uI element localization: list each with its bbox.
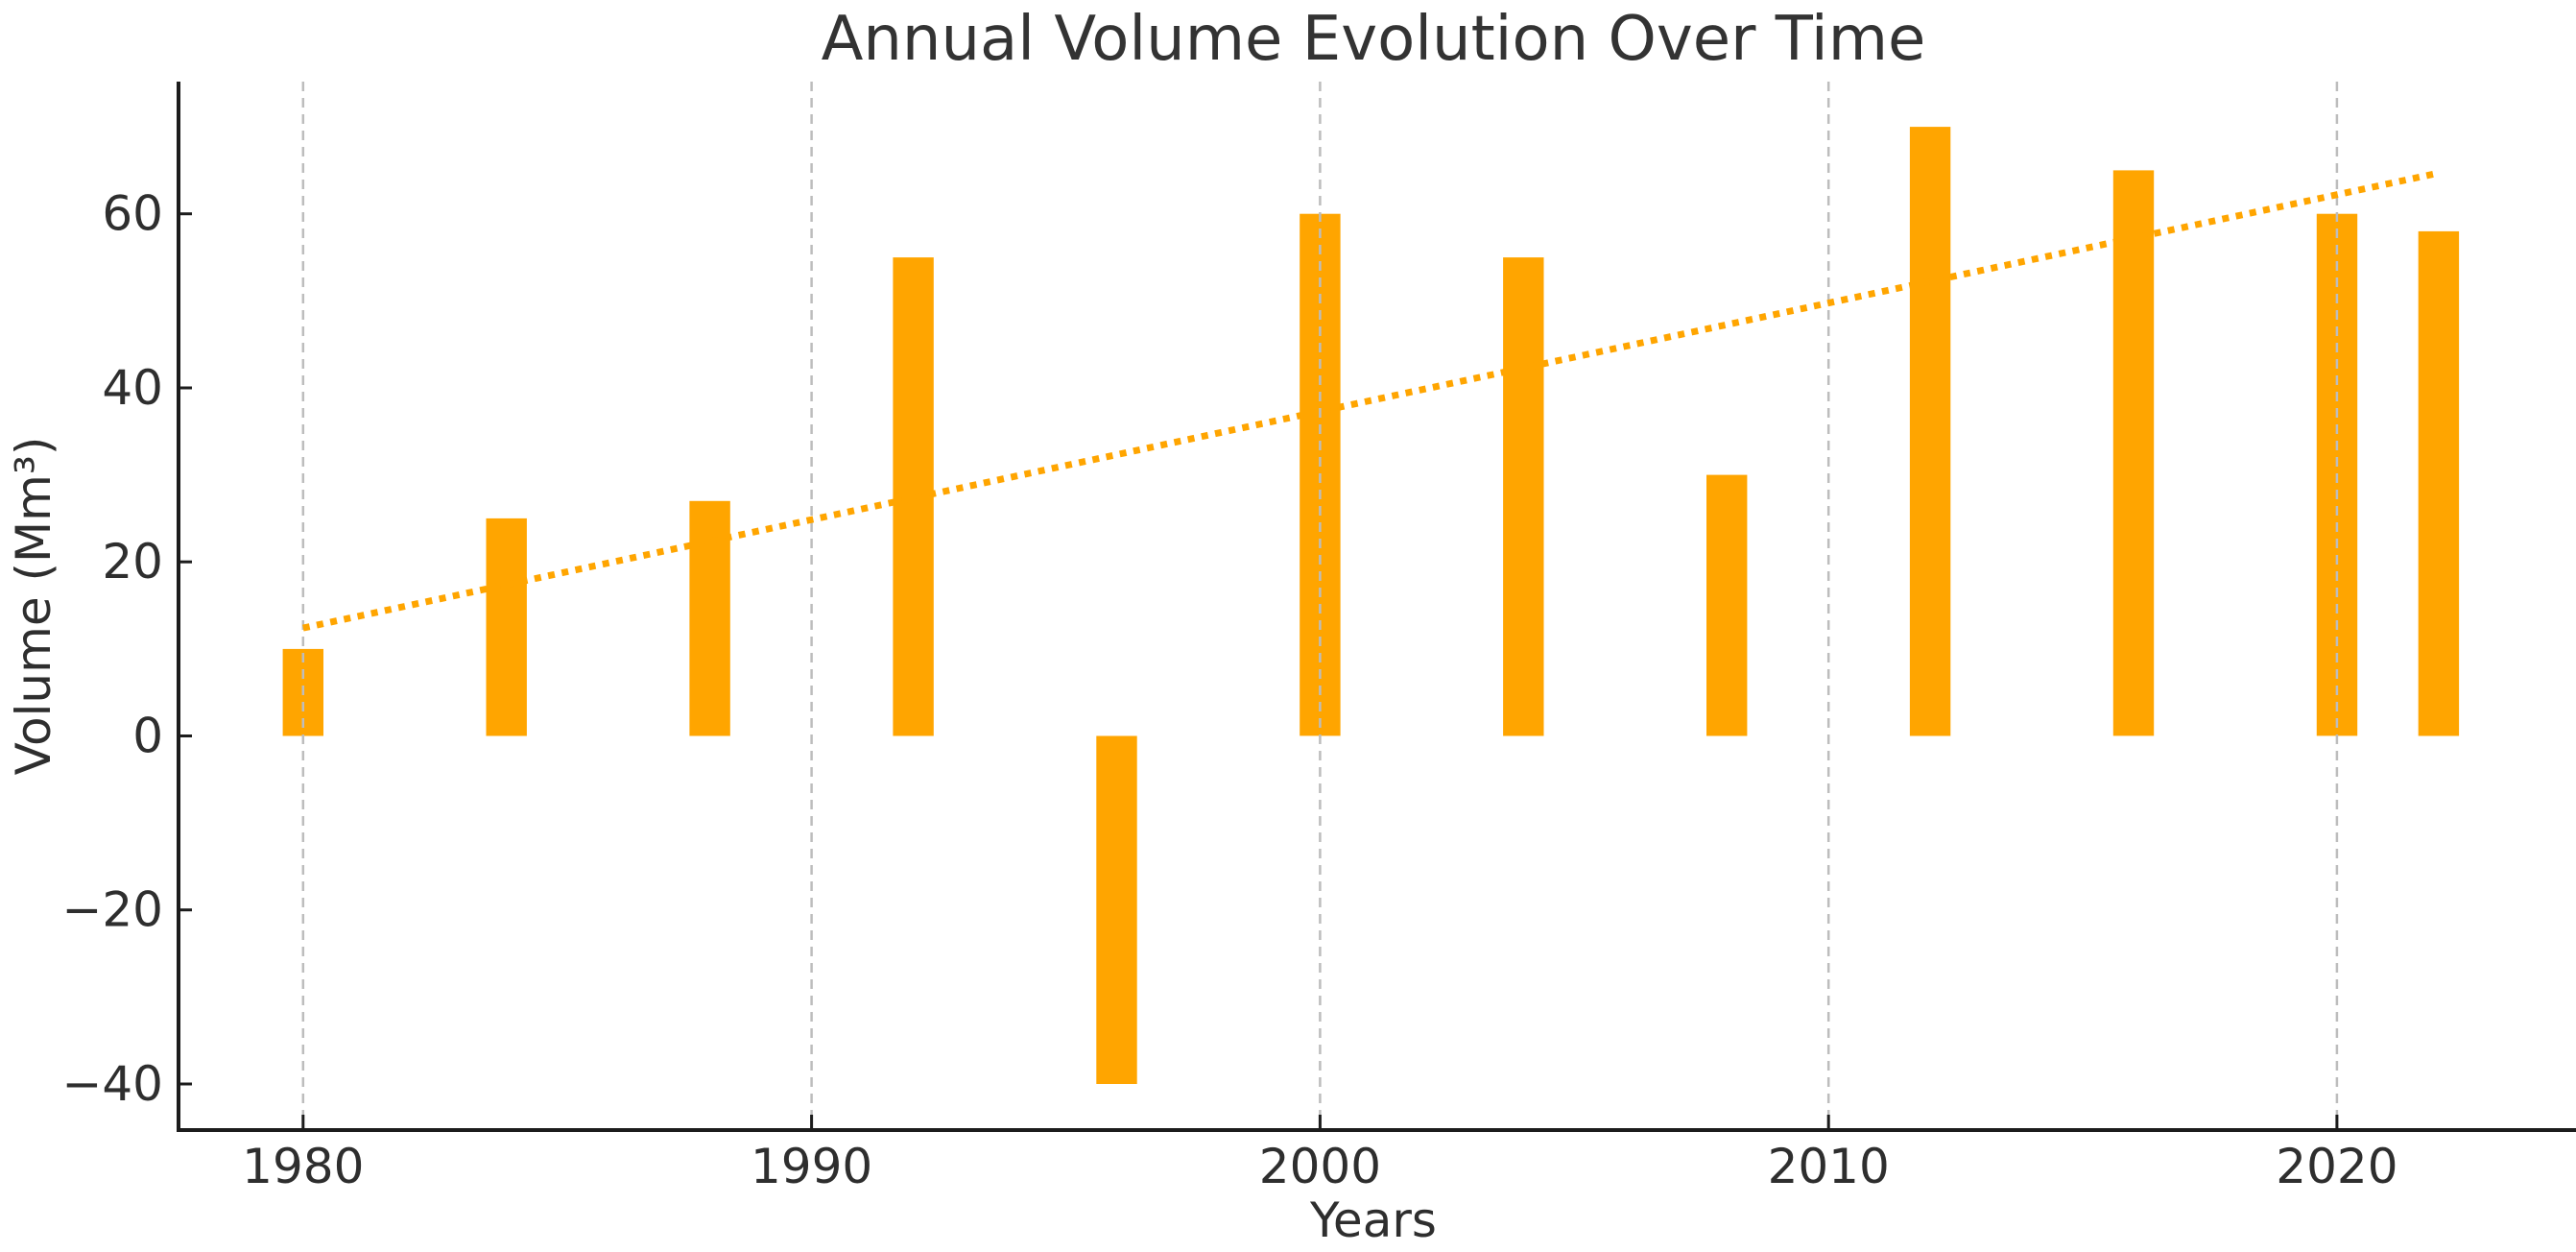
x-tick-label-2020: 2020 — [2276, 1139, 2397, 1194]
y-tick-label--20: −20 — [61, 882, 163, 938]
axes-layer — [177, 82, 2576, 1132]
x-tick-label-2000: 2000 — [1259, 1139, 1381, 1194]
bar-1984 — [486, 518, 527, 736]
y-tick-label-40: 40 — [102, 360, 163, 416]
gridlines-layer — [301, 82, 2339, 1128]
trend-line — [302, 169, 2440, 632]
bars-layer — [282, 127, 2460, 1084]
bar-2016 — [2112, 170, 2155, 736]
y-tick-label--40: −40 — [61, 1056, 163, 1112]
x-tick-label-2010: 2010 — [1768, 1139, 1890, 1194]
bar-1988 — [689, 500, 730, 736]
bar-2022 — [2418, 230, 2460, 736]
chart-title: Annual Volume Evolution Over Time — [822, 4, 1926, 75]
bar-2004 — [1503, 257, 1544, 736]
x-tick-label-1990: 1990 — [751, 1139, 872, 1194]
y-tick-label-20: 20 — [102, 534, 163, 590]
trend-line-layer — [302, 169, 2440, 632]
x-tick-label-1980: 1980 — [242, 1139, 364, 1194]
y-axis-label: Volume (Mm³) — [6, 437, 61, 776]
bar-2008 — [1706, 474, 1748, 736]
bar-1996 — [1096, 735, 1137, 1084]
bar-2012 — [1909, 127, 1951, 736]
y-tick-label-0: 0 — [132, 709, 163, 764]
bar-1992 — [893, 257, 934, 736]
tick-labels-layer: 60 40 20 0 −20 −40 1980 1990 2000 2010 2020 — [61, 186, 2397, 1194]
y-tick-label-60: 60 — [102, 186, 163, 242]
x-axis-label: Years — [1309, 1192, 1437, 1248]
